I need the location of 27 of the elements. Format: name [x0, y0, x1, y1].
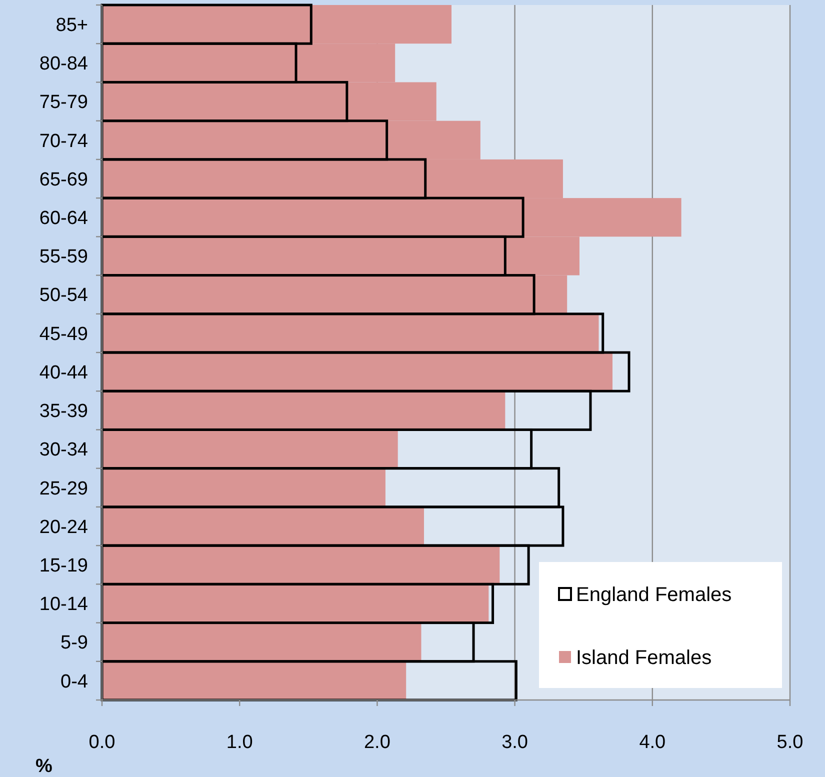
y-tick-label: 60-64 — [39, 208, 88, 230]
legend-label: Island Females — [576, 647, 712, 669]
y-tick-label: 75-79 — [39, 92, 88, 114]
y-tick-label: 0-4 — [60, 671, 88, 692]
legend-label: England Females — [576, 584, 732, 606]
x-axis-title: % — [36, 756, 53, 777]
y-tick-label: 80-84 — [39, 54, 88, 75]
x-tick-label: 3.0 — [502, 732, 528, 753]
y-tick-label: 55-59 — [39, 246, 88, 268]
x-tick-label: 0.0 — [88, 732, 116, 753]
y-tick-label: 70-74 — [39, 130, 88, 152]
x-tick-label: 1.0 — [226, 732, 253, 753]
y-tick-label: 35-39 — [39, 401, 88, 422]
x-tick-label: 4.0 — [639, 732, 666, 753]
y-tick-label: 10-14 — [39, 594, 88, 616]
y-tick-label: 30-34 — [39, 440, 88, 461]
y-tick-label: 5-9 — [60, 632, 88, 654]
y-tick-label: 25-29 — [39, 478, 88, 500]
y-tick-label: 20-24 — [39, 516, 88, 538]
y-tick-label: 40-44 — [39, 362, 88, 384]
x-tick-label: 2.0 — [364, 732, 390, 753]
y-tick-label: 85+ — [56, 14, 88, 36]
y-tick-label: 15-19 — [39, 556, 88, 577]
y-tick-label: 65-69 — [39, 169, 88, 190]
x-tick-label: 5.0 — [776, 732, 804, 753]
y-tick-label: 50-54 — [39, 285, 88, 306]
y-tick-label: 45-49 — [39, 324, 88, 345]
